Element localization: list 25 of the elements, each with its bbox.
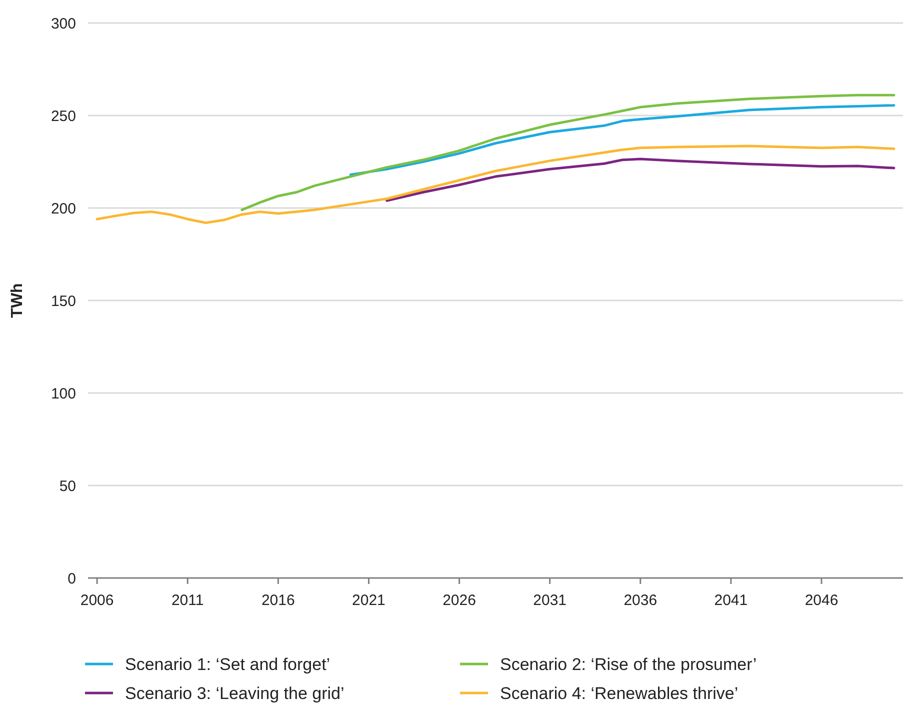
- y-tick-label: 150: [50, 292, 76, 310]
- line-series: [96, 144, 896, 224]
- line-series: [349, 104, 896, 176]
- y-tick-label: 200: [50, 200, 76, 218]
- legend-label: Scenario 2: ‘Rise of the prosumer’: [500, 654, 757, 674]
- line-series: [386, 158, 896, 202]
- y-tick-label: 50: [59, 478, 76, 495]
- x-tick-label: 2021: [352, 592, 386, 609]
- x-tick-label: 2026: [442, 592, 476, 609]
- legend-label: Scenario 1: ‘Set and forget’: [125, 654, 330, 674]
- x-tick-label: 2006: [80, 592, 114, 609]
- line-series: [240, 94, 896, 212]
- legend-label: Scenario 3: ‘Leaving the grid’: [125, 684, 344, 703]
- x-tick-label: 2036: [624, 592, 658, 609]
- y-tick-label: 0: [68, 570, 76, 588]
- y-tick-label: 300: [50, 15, 76, 32]
- y-tick-label: 250: [50, 108, 76, 125]
- x-tick-label: 2011: [171, 592, 204, 609]
- x-tick-label: 2016: [261, 592, 295, 609]
- x-tick-label: 2041: [714, 592, 748, 609]
- legend-label: Scenario 4: ‘Renewables thrive’: [500, 684, 738, 703]
- x-tick-label: 2031: [533, 592, 567, 609]
- x-tick-label: 2046: [804, 592, 838, 609]
- y-tick-label: 100: [50, 385, 76, 402]
- y-axis-title: TWh: [9, 283, 26, 318]
